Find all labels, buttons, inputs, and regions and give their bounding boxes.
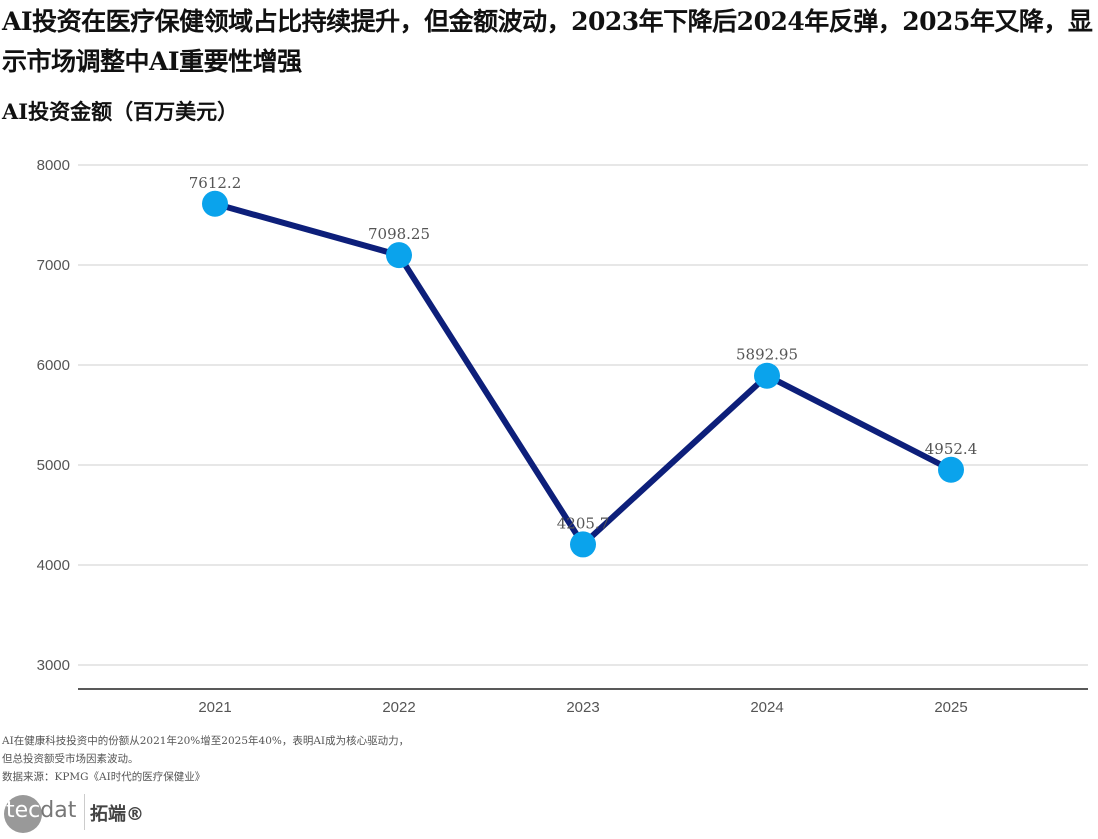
footer-note-2: 但总投资额受市场因素波动。 xyxy=(2,753,139,765)
y-tick-label: 8000 xyxy=(37,157,70,174)
y-tick-label: 4000 xyxy=(37,557,70,574)
y-tick-label: 5000 xyxy=(37,457,70,474)
data-point xyxy=(938,456,964,483)
footer-note-1: AI在健康科技投资中的份额从2021年20%增至2025年40%，表明AI成为核… xyxy=(2,735,410,747)
data-point xyxy=(202,190,228,217)
data-label: 7612.2 xyxy=(189,174,242,192)
data-point xyxy=(754,362,780,389)
x-tick-label: 2021 xyxy=(198,699,231,716)
x-tick-label: 2025 xyxy=(934,699,967,716)
footer-source: 数据来源：KPMG《AI时代的医疗保健业》 xyxy=(2,771,206,783)
data-label: 4952.4 xyxy=(925,440,978,458)
tecdat-logo: tecdat 拓端® xyxy=(4,792,144,836)
data-label: 4205.7 xyxy=(557,514,610,532)
y-tick-label: 7000 xyxy=(37,257,70,274)
data-label: 7098.25 xyxy=(368,225,430,243)
x-tick-label: 2023 xyxy=(566,699,599,716)
y-axis-label: AI投资金额（百万美元） xyxy=(2,99,239,124)
data-point xyxy=(570,531,596,558)
y-tick-label: 3000 xyxy=(37,657,70,674)
x-tick-label: 2024 xyxy=(750,699,783,716)
chart-title: AI投资在医疗保健领域占比持续提升，但金额波动，2023年下降后2024年反弹，… xyxy=(2,7,1093,76)
series-line xyxy=(214,200,953,548)
y-tick-label: 6000 xyxy=(37,357,70,374)
x-tick-label: 2022 xyxy=(382,699,415,716)
data-point xyxy=(386,242,412,269)
data-label: 5892.95 xyxy=(736,346,798,364)
